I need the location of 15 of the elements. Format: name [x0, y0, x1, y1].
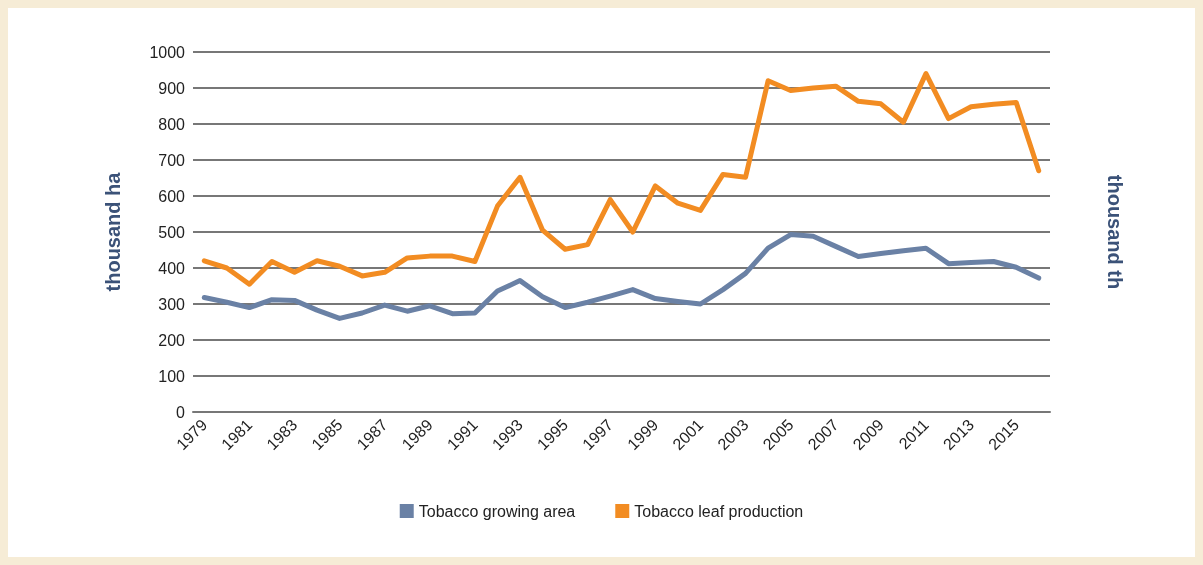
y-tick-label: 800 [158, 115, 186, 133]
y-tick-label: 600 [158, 187, 186, 205]
y-tick-label: 200 [158, 331, 186, 349]
legend-label: Tobacco growing area [418, 502, 576, 520]
y-tick-label: 900 [158, 79, 186, 97]
y2-axis-title: thousand th [1104, 174, 1126, 290]
y-axis-title: thousand ha [102, 171, 124, 292]
y-tick-label: 100 [158, 367, 186, 385]
y-tick-label: 1000 [149, 43, 186, 61]
y-tick-label: 500 [158, 223, 186, 241]
y-tick-label: 300 [158, 295, 186, 313]
y-tick-label: 0 [176, 403, 186, 421]
y-tick-label: 700 [158, 151, 186, 169]
y-tick-label: 400 [158, 259, 186, 277]
legend-label: Tobacco leaf production [634, 502, 804, 520]
